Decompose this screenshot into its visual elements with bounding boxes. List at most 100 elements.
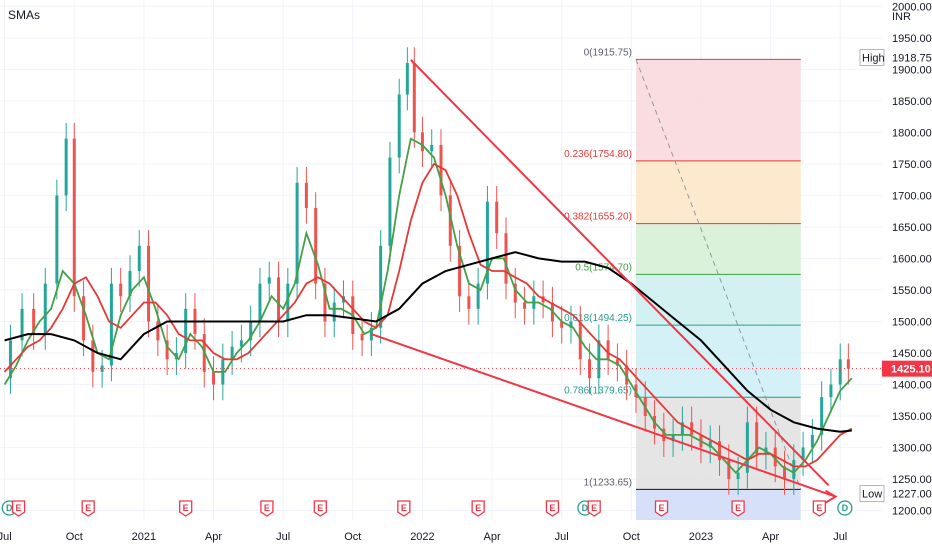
price-candle [91,340,95,372]
price-candle [801,447,805,461]
price-candle [82,296,86,341]
event-marker-letter: E [816,503,822,513]
event-marker-letter: D [842,503,849,513]
price-candle [249,321,253,341]
y-tick-label: 1650.00 [892,222,932,234]
price-candle [523,302,527,309]
event-marker-letter: D [6,503,13,513]
price-candle [212,371,216,385]
event-marker-letter: E [317,503,323,513]
earnings-marker[interactable] [587,500,601,517]
price-candle [458,245,462,297]
price-candle [119,283,123,297]
dividend-marker[interactable] [837,500,853,516]
price-candle [671,434,675,442]
trendline-1[interactable] [371,333,836,498]
price-candle [718,441,722,461]
price-candle [745,422,749,473]
fib-zone [635,59,801,161]
price-candle [332,302,336,322]
price-candle [810,434,814,448]
price-candle [304,182,308,208]
price-candle [32,308,36,335]
fib-level-label: 0.5(1574.70) [575,262,632,273]
price-candle [55,195,59,284]
price-candle [388,157,392,246]
event-marker-letter: E [183,503,189,513]
earnings-marker[interactable] [731,500,745,517]
price-candle [439,144,443,196]
price-candle [360,334,364,341]
earnings-marker[interactable] [397,500,411,517]
price-candle [588,359,592,379]
price-candle [239,340,243,347]
price-candle [43,283,47,335]
trendline-0[interactable] [410,59,830,487]
price-candle [467,296,471,309]
price-candle [258,283,262,322]
earnings-marker[interactable] [545,500,560,517]
price-candle [513,283,517,303]
fibonacci-retracement[interactable]: 0(1915.75) 0.236(1754.80) 0.382(1655.20) 0.… [564,47,802,520]
price-candle [495,201,499,234]
y-tick-label: 1600.00 [892,253,932,265]
y-tick-label: 1200.00 [892,506,932,518]
price-candle [727,460,731,480]
price-candle [476,283,480,309]
currency-label: INR [892,11,911,23]
price-candle [690,422,694,435]
x-tick-label: 2022 [410,531,434,543]
sma-line-2 [4,251,852,433]
price-candle [625,365,629,385]
high-marker-bg [859,49,885,67]
event-marker-letter: E [85,503,91,513]
earnings-marker[interactable] [471,500,485,517]
event-marker-letter: E [591,503,597,513]
price-candle [485,201,489,284]
earnings-marker[interactable] [179,500,193,517]
event-marker-letter: E [549,503,555,513]
sma-line-1 [3,162,853,468]
price-candle [64,138,68,196]
price-candle [277,277,281,322]
price-candle [184,308,188,353]
earnings-marker[interactable] [313,500,327,517]
price-candle [606,340,610,360]
price-candle [838,359,842,385]
event-marker-letter: E [401,503,407,513]
price-candle [846,359,850,369]
earnings-marker[interactable] [260,500,274,517]
y-tick-label: 1900.00 [892,64,932,76]
sma-line-0 [3,137,853,475]
x-tick-label: 2023 [689,531,713,543]
price-candle [792,460,796,480]
y-tick-label: 1550.00 [892,285,932,297]
price-candle [323,283,327,322]
y-tick-label: 1300.00 [892,443,932,455]
price-candle [680,422,684,435]
event-marker-letter: E [735,503,741,513]
chart-title: SMAs [8,8,41,22]
y-axis: 2000.00 1950.00 1900.00 1850.00 1800.00 1750.… [859,0,932,550]
earnings-marker[interactable] [11,500,26,517]
price-candle [560,321,564,328]
x-tick-label: Apr [205,531,222,543]
y-tick-label: 1800.00 [892,127,932,139]
y-tick-label: 1250.00 [892,474,932,486]
price-candle [72,138,76,297]
earnings-marker[interactable] [812,500,826,517]
price-candle [128,271,132,297]
price-candle [755,422,759,454]
trendlines[interactable] [371,59,838,504]
high-marker-value: 1918.75 [892,53,932,65]
earnings-marker[interactable] [81,500,95,517]
earnings-marker[interactable] [654,500,669,517]
x-tick-label: Apr [762,531,779,543]
y-tick-label: 1850.00 [892,96,932,108]
high-marker-label: High [862,53,885,65]
x-tick-label: Jul [833,531,847,543]
current-price-tag: 1425.10 [891,364,931,376]
y-tick-label: 1750.00 [892,159,932,171]
price-candle [230,346,234,360]
